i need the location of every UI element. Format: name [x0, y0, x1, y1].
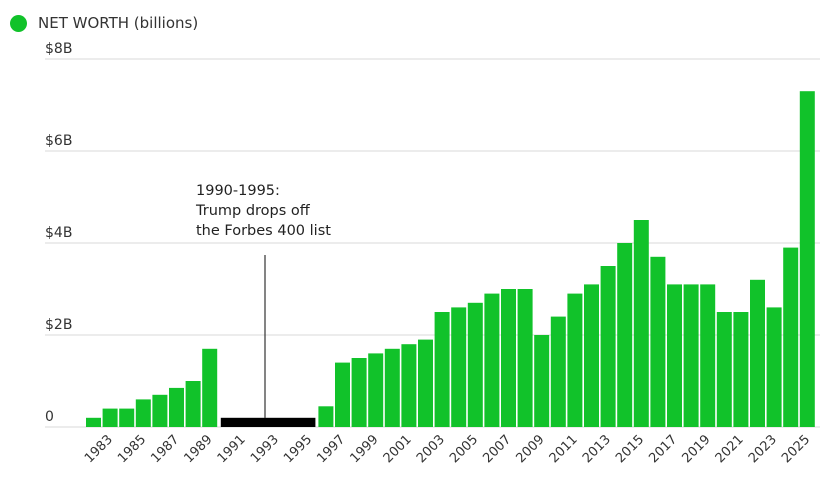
x-tick-label: 2015: [613, 432, 647, 466]
bar-1984: [119, 408, 135, 427]
x-tick-label: 2025: [779, 432, 813, 466]
bar-1997: [335, 362, 350, 427]
bar-1985: [135, 399, 151, 427]
bar-2001: [401, 344, 417, 427]
x-tick-label: 2021: [713, 432, 747, 466]
bar-1996: [318, 406, 334, 427]
bar-2014: [617, 243, 633, 427]
y-tick-label: $2B: [45, 317, 72, 333]
x-tick-label: 2003: [414, 432, 448, 466]
y-tick-label: $4B: [45, 225, 72, 241]
x-tick-label: 1993: [248, 432, 282, 466]
bar-2000: [384, 348, 400, 427]
x-tick-label: 2007: [480, 432, 514, 466]
x-tick-label: 1983: [82, 432, 116, 466]
bar-1982: [86, 417, 101, 427]
bar-2021: [733, 312, 749, 427]
bar-2005: [467, 302, 483, 427]
bar-1983: [102, 408, 118, 427]
bar-2022: [750, 279, 765, 427]
bar-2009: [534, 335, 550, 427]
x-tick-label: 1987: [148, 432, 182, 466]
annotation-text: 1990-1995:: [196, 183, 280, 199]
x-tick-label: 1995: [281, 432, 315, 466]
bar-1999: [368, 353, 384, 427]
bar-2012: [584, 284, 599, 427]
x-tick-label: 2013: [580, 432, 614, 466]
legend-swatch: [10, 14, 27, 32]
bar-2019: [700, 284, 716, 427]
x-tick-label: 2009: [514, 432, 548, 466]
y-tick-label: $6B: [45, 133, 72, 149]
y-tick-label: $8B: [45, 41, 72, 57]
bar-1989: [202, 348, 218, 427]
bar-2020: [716, 312, 732, 427]
bar-2008: [517, 289, 533, 427]
bar-2016: [650, 256, 666, 427]
bar-2013: [600, 266, 616, 427]
gap-bar: [220, 417, 316, 427]
annotation-text: Trump drops off: [195, 203, 311, 219]
x-tick-label: 1989: [182, 432, 216, 466]
annotation-text: the Forbes 400 list: [196, 223, 331, 239]
bar-1987: [169, 387, 184, 427]
bar-2015: [633, 220, 649, 427]
bar-2003: [434, 312, 450, 427]
x-tick-label: 1991: [215, 432, 249, 466]
x-tick-label: 1999: [348, 432, 382, 466]
bar-2007: [501, 289, 516, 427]
legend-label: NET WORTH (billions): [38, 14, 199, 32]
x-tick-label: 2001: [381, 432, 415, 466]
x-tick-label: 1997: [314, 432, 348, 466]
bar-2025: [799, 91, 815, 427]
bar-1998: [351, 358, 367, 427]
bar-2024: [783, 247, 799, 427]
bar-1988: [185, 381, 201, 427]
bar-2010: [550, 316, 566, 427]
y-tick-label: 0: [45, 409, 54, 425]
bar-2006: [484, 293, 500, 427]
x-tick-label: 2011: [547, 432, 581, 466]
bar-2017: [667, 284, 682, 427]
x-tick-label: 2005: [447, 432, 481, 466]
bar-2002: [418, 339, 433, 427]
legend: NET WORTH (billions): [10, 14, 198, 32]
x-tick-label: 1985: [115, 432, 149, 466]
bar-2018: [683, 284, 699, 427]
x-tick-label: 2019: [680, 432, 714, 466]
x-tick-label: 2017: [646, 432, 680, 466]
bar-2011: [567, 293, 583, 427]
bar-2004: [451, 307, 467, 427]
bar-1986: [152, 394, 168, 427]
x-tick-label: 2023: [746, 432, 780, 466]
bar-2023: [766, 307, 782, 427]
